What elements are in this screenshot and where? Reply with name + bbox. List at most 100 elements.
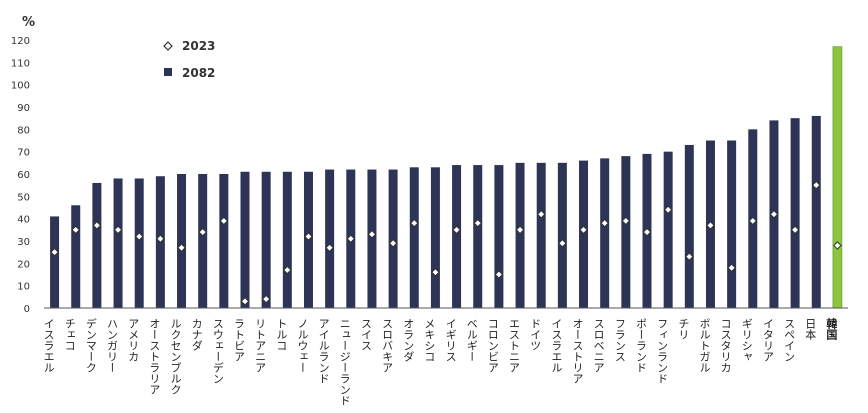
x-category-label: スイス xyxy=(359,318,372,351)
marker-2023 xyxy=(600,218,609,228)
x-category-label: エストニア xyxy=(508,318,521,373)
legend-square-icon xyxy=(164,68,172,76)
x-category-label: 韓国 xyxy=(825,317,838,341)
marker-2023 xyxy=(113,225,123,235)
bar-2082 xyxy=(515,162,525,308)
y-tick-label: 30 xyxy=(17,237,30,248)
marker-2023 xyxy=(283,265,292,275)
y-tick-label: 20 xyxy=(17,259,30,270)
bar-2082 xyxy=(325,169,335,308)
y-tick-label: 100 xyxy=(11,81,30,92)
marker-2023 xyxy=(198,227,207,237)
x-category-label: フィンランド xyxy=(656,318,669,384)
bar-2082 xyxy=(663,151,673,308)
marker-2023 xyxy=(177,243,186,253)
bar-2082 xyxy=(92,182,102,308)
bar-2082 xyxy=(790,118,800,309)
marker-2023 xyxy=(367,229,377,239)
marker-2023 xyxy=(494,270,504,279)
marker-2023 xyxy=(558,238,567,248)
markers-2023 xyxy=(50,180,842,306)
marker-2023 xyxy=(811,180,821,190)
bar-2082 xyxy=(536,162,546,308)
y-tick-label: 40 xyxy=(17,215,30,226)
x-category-label: スロベニア xyxy=(592,318,605,373)
x-category-label: イギリス xyxy=(444,318,457,362)
y-tick-label: 50 xyxy=(17,192,30,203)
y-tick-label: 10 xyxy=(17,282,30,293)
x-category-label: ハンガリー xyxy=(106,318,119,373)
bar-2082 xyxy=(219,174,229,308)
x-axis-labels: イスラエル チェコ デンマーク ハンガリー アメリカ オーストラリア ルクセンブルク カナダス… xyxy=(42,317,838,406)
bar-2082 xyxy=(409,167,419,308)
legend: 2023 2082 xyxy=(163,39,215,80)
bar-2082 xyxy=(198,174,208,308)
y-tick-label: 60 xyxy=(17,170,30,181)
bar-2082 xyxy=(684,144,694,308)
marker-2023 xyxy=(473,218,483,228)
marker-2023 xyxy=(134,232,144,241)
marker-2023 xyxy=(71,225,81,235)
x-category-label: ドイツ xyxy=(529,318,542,351)
bar-2082 xyxy=(50,216,60,308)
x-category-label: デンマーク xyxy=(84,317,97,373)
bar-2082 xyxy=(240,171,250,308)
marker-2023 xyxy=(409,218,419,228)
bar-2082 xyxy=(261,171,271,308)
x-category-label: ベルギー xyxy=(465,318,478,362)
bar-2082 xyxy=(430,167,440,308)
marker-2023 xyxy=(388,238,398,248)
marker-2023 xyxy=(748,216,758,226)
marker-2023 xyxy=(240,296,250,306)
marker-2023 xyxy=(769,209,779,219)
bar-2082 xyxy=(71,205,81,308)
x-category-label: スロバキア xyxy=(381,318,394,373)
bar-2082 xyxy=(388,169,398,308)
marker-2023 xyxy=(50,247,59,257)
bar-2082 xyxy=(473,165,483,308)
x-category-label: イスラエル xyxy=(550,318,563,373)
x-category-label: カナダ xyxy=(190,318,203,351)
bar-2082 xyxy=(557,162,567,308)
x-category-label: アメリカ xyxy=(127,318,140,362)
x-category-label: チェコ xyxy=(63,318,76,351)
marker-2023 xyxy=(515,225,525,235)
marker-2023 xyxy=(219,216,229,226)
bar-2082 xyxy=(494,165,504,308)
bars xyxy=(50,46,843,309)
x-category-label: ノルウェー xyxy=(296,318,309,373)
marker-2023 xyxy=(452,225,461,235)
bar-2082 xyxy=(727,140,737,308)
marker-2023 xyxy=(325,243,334,253)
x-category-label: コスタリカ xyxy=(719,318,732,373)
bar-2082 xyxy=(621,156,631,308)
x-category-label: コロンビア xyxy=(486,318,499,373)
y-tick-label: 90 xyxy=(17,103,30,114)
bar-2082 xyxy=(367,169,377,308)
y-tick-label: 0 xyxy=(24,304,30,315)
x-category-label: トルコ xyxy=(275,318,288,351)
marker-2023 xyxy=(727,263,736,273)
bar-2082 xyxy=(282,171,292,308)
marker-2023 xyxy=(156,234,165,244)
marker-2023 xyxy=(92,221,102,230)
x-category-label: オランダ xyxy=(402,318,415,362)
y-tick-label: 120 xyxy=(11,36,30,47)
bar-2082 xyxy=(600,158,610,308)
bar-2082 xyxy=(579,160,589,308)
bar-2082 xyxy=(811,115,821,308)
x-category-label: チリ xyxy=(677,318,690,340)
marker-2023 xyxy=(706,221,715,230)
x-category-label: ラトビア xyxy=(233,318,246,362)
x-category-label: ルクセンブルク xyxy=(169,318,182,395)
marker-2023 xyxy=(431,267,440,277)
x-category-label: オーストリア xyxy=(571,318,584,384)
x-category-label: イスラエル xyxy=(42,318,55,373)
marker-2023 xyxy=(536,209,546,219)
marker-2023 xyxy=(579,225,588,235)
marker-2023 xyxy=(833,241,842,250)
x-category-label: ギリシャ xyxy=(740,318,753,362)
bar-2082 xyxy=(452,165,462,308)
x-category-label: フランス xyxy=(613,318,626,362)
